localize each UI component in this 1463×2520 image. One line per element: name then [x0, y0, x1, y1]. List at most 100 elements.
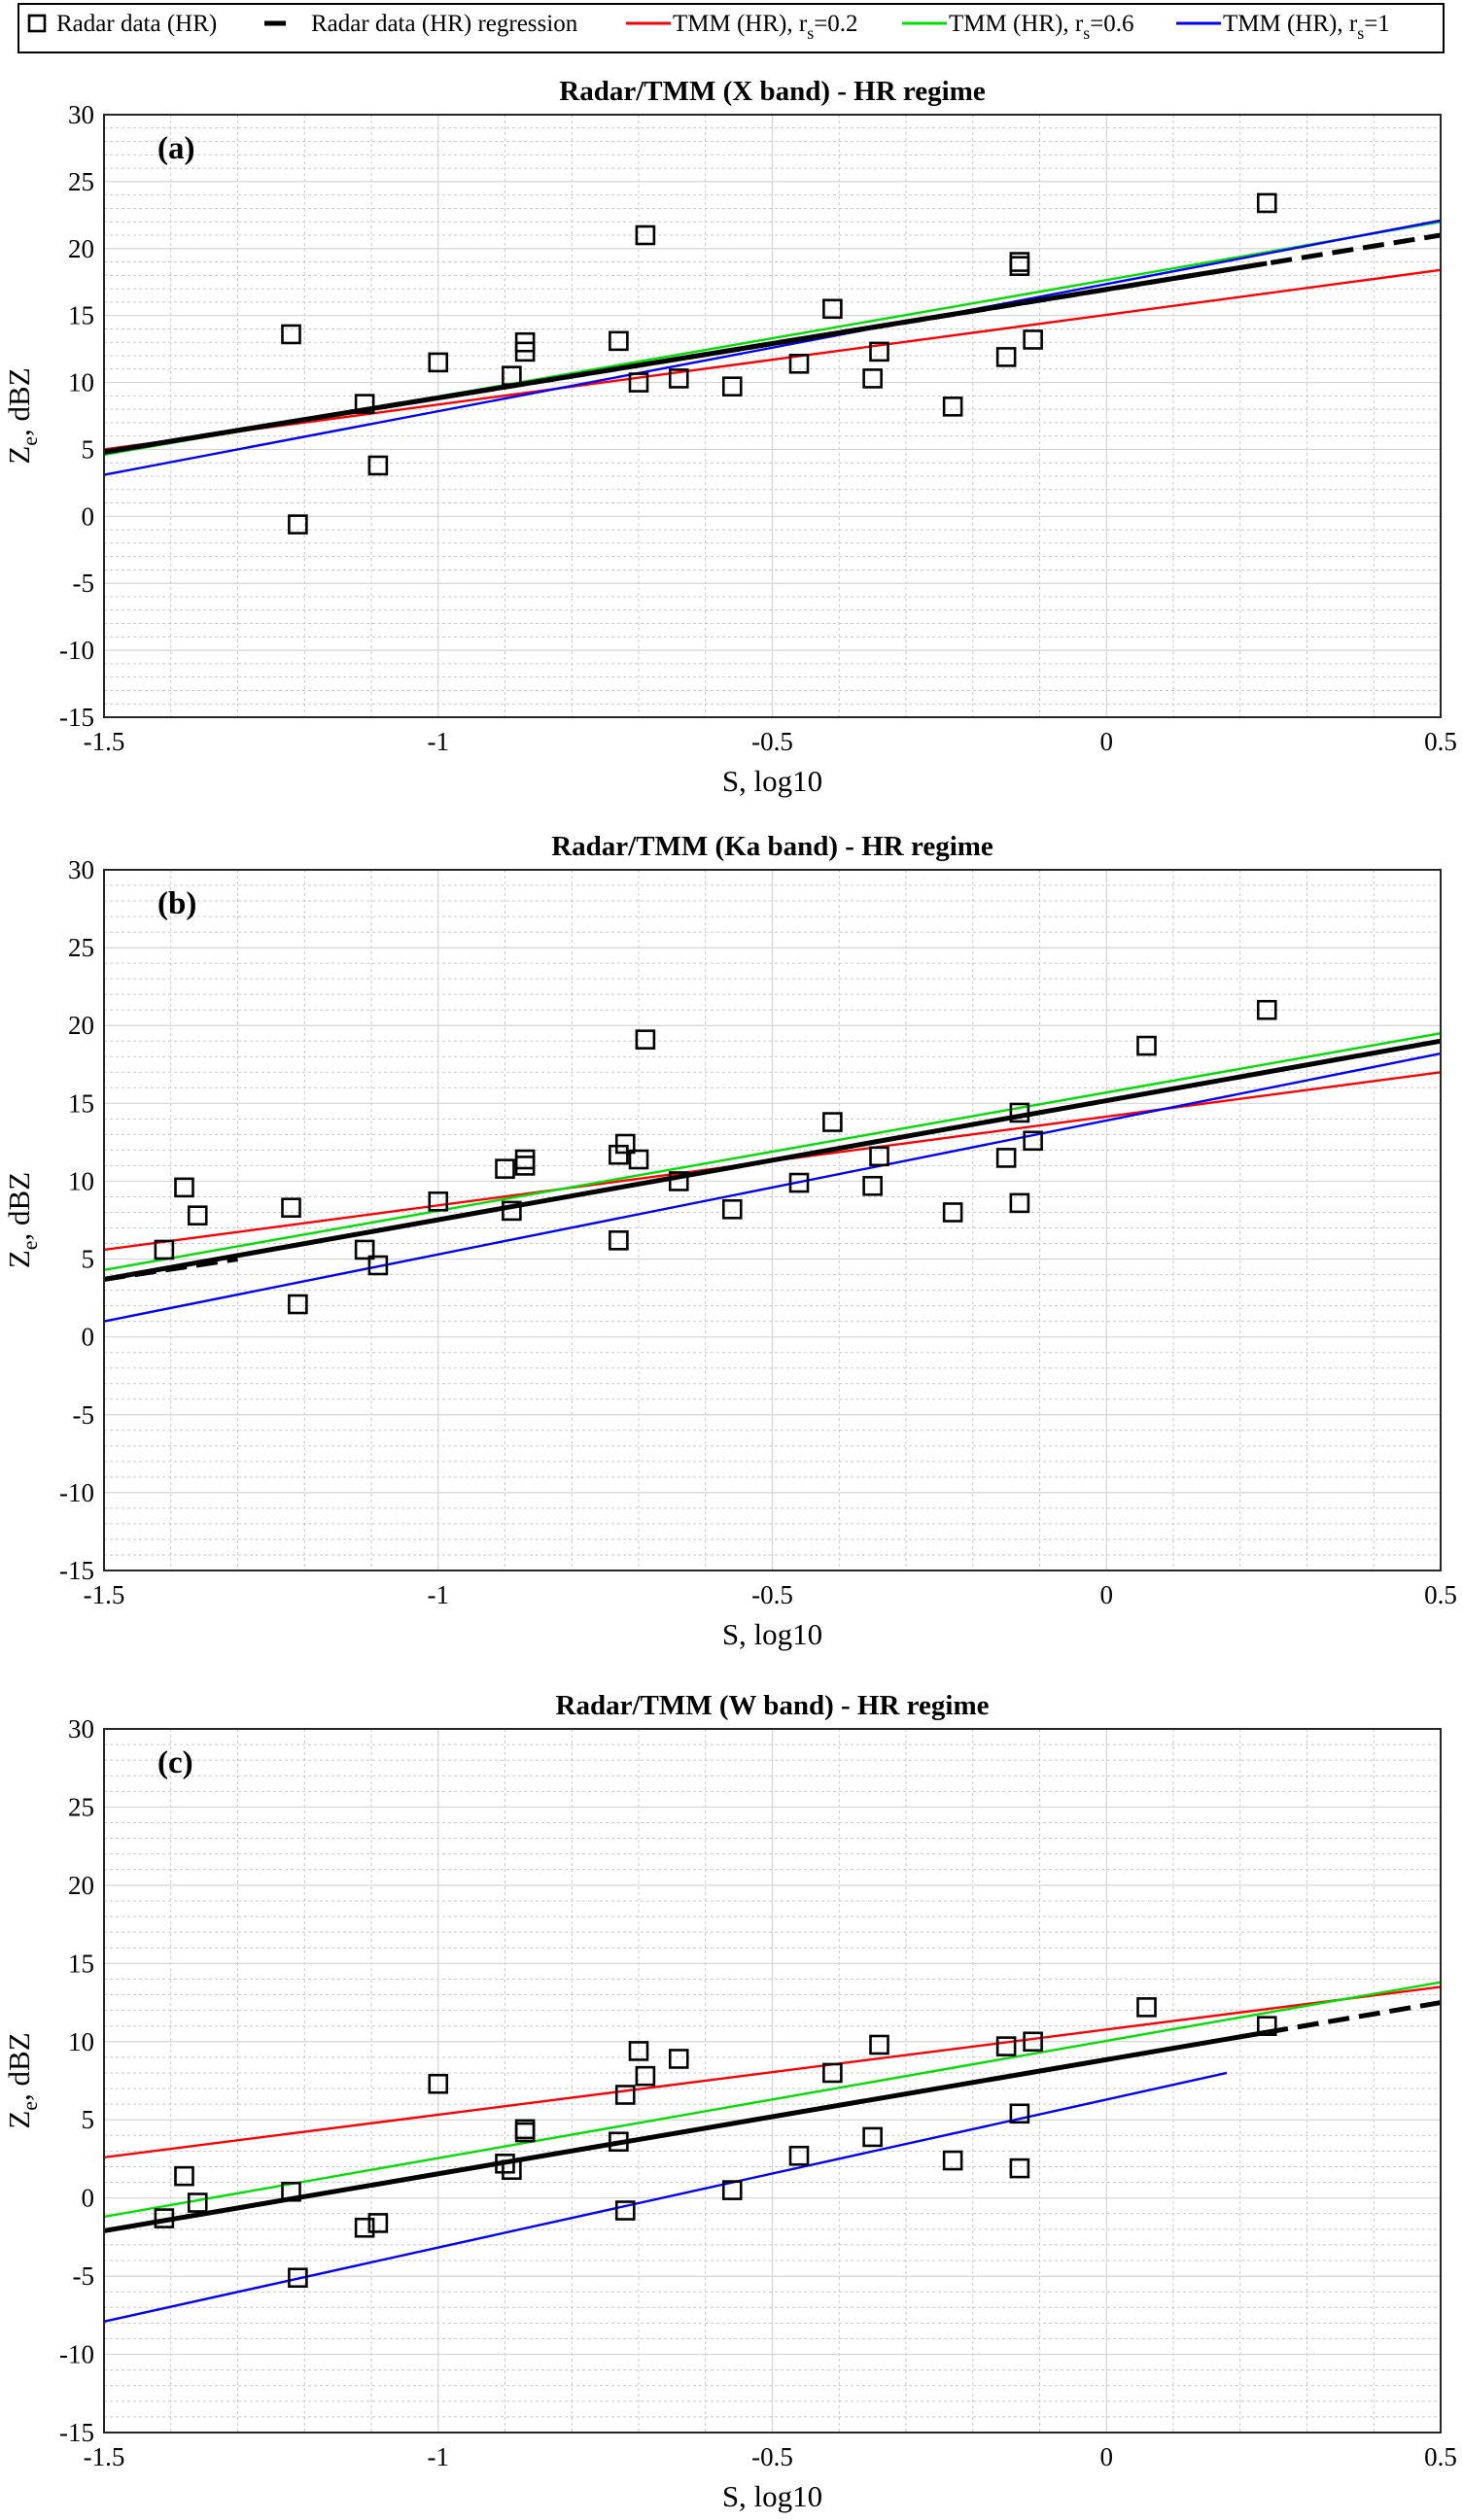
- data-point: [635, 2065, 656, 2087]
- panel-letter: (a): [157, 131, 194, 166]
- data-point: [788, 353, 810, 374]
- data-point: [628, 372, 649, 393]
- data-point: [822, 298, 843, 320]
- radar-data-points: [281, 192, 1277, 535]
- data-point: [995, 347, 1017, 367]
- data-point: [288, 514, 308, 535]
- data-point: [154, 2208, 175, 2228]
- axes-frame: [103, 869, 1442, 1571]
- x-tick-label: 0.5: [1424, 727, 1457, 756]
- data-point: [187, 2192, 208, 2213]
- regression-solid-line: [104, 260, 1268, 455]
- panel-letter: (b): [157, 886, 196, 921]
- y-axis-label: Ze, dBZ: [2, 1172, 42, 1268]
- data-point: [942, 397, 963, 417]
- data-point: [609, 330, 629, 352]
- data-point: [174, 2165, 194, 2187]
- x-tick-label: -1: [428, 1580, 450, 1609]
- data-point: [1009, 1192, 1030, 1214]
- data-point: [1256, 192, 1277, 214]
- x-tick-label: -0.5: [751, 1580, 793, 1609]
- y-tick-label: -15: [59, 703, 94, 732]
- data-point: [514, 1149, 536, 1170]
- y-tick-label: 20: [68, 234, 94, 263]
- data-point: [822, 2062, 843, 2084]
- y-tick-label: -10: [59, 636, 94, 665]
- data-point: [367, 1255, 389, 1276]
- data-point: [288, 1294, 308, 1315]
- data-point: [869, 2034, 889, 2055]
- y-tick-label: 15: [68, 1088, 94, 1118]
- y-tick-label: 25: [68, 167, 94, 196]
- y-tick-label: 0: [82, 2184, 95, 2213]
- data-point: [288, 2267, 308, 2289]
- chart-panel-0: -1.5 -1 -0.5 0 0.5 -15 -10 -5 0 5 10 15 20 25 30 Radar/…: [2, 76, 1457, 798]
- data-point: [942, 2150, 963, 2171]
- data-point: [1009, 2103, 1030, 2124]
- series-lines: [104, 1981, 1441, 2323]
- x-tick-label: -1.5: [84, 1580, 125, 1609]
- y-tick-label: 0: [82, 1323, 95, 1352]
- x-tick-label: 0: [1100, 1580, 1114, 1609]
- data-point: [869, 341, 889, 362]
- tmm-line-rs-1: [104, 219, 1441, 476]
- chart-title: Radar/TMM (W band) - HR regime: [556, 1690, 990, 1721]
- series-lines: [104, 1032, 1441, 1323]
- y-tick-label: -5: [73, 569, 95, 598]
- x-axis-label: S, log10: [722, 2479, 822, 2513]
- data-point: [514, 2119, 536, 2140]
- y-tick-label: -10: [59, 2340, 94, 2369]
- data-point: [721, 2180, 743, 2200]
- y-tick-label: 25: [68, 933, 94, 962]
- y-tick-label: 10: [68, 2027, 94, 2056]
- chart-panels: -1.5 -1 -0.5 0 0.5-15-10-5051015202530Radar/…: [2, 76, 1457, 2513]
- x-tick-label: -1: [428, 727, 450, 756]
- data-point: [609, 1144, 629, 1165]
- chart-panel-2: -1.5 -1 -0.5 0 0.5 -15 -10 -5 0 5 10 15 20 25 30 Radar/…: [2, 1690, 1457, 2513]
- legend-entry-label: TMM (HR), rs=1: [1223, 11, 1390, 43]
- x-tick-label: -1.5: [84, 2442, 125, 2471]
- y-tick-label: 15: [68, 301, 94, 330]
- x-tick-label: 0: [1100, 727, 1114, 756]
- data-point: [628, 2041, 649, 2061]
- legend-box: [17, 3, 1445, 53]
- data-point: [1256, 2016, 1277, 2036]
- y-tick-label: 15: [68, 1949, 94, 1978]
- data-point: [862, 2126, 883, 2148]
- data-point: [1023, 1130, 1043, 1152]
- data-point: [1009, 1102, 1030, 1123]
- data-point: [428, 352, 449, 373]
- data-point: [609, 2131, 629, 2153]
- data-point: [1256, 999, 1277, 1020]
- chart-title: Radar/TMM (X band) - HR regime: [559, 76, 986, 107]
- data-point: [614, 2200, 636, 2221]
- data-point: [635, 224, 656, 246]
- regression-solid-line: [104, 1038, 1441, 1282]
- x-tick-label: 0.5: [1424, 2442, 1457, 2471]
- data-point: [367, 455, 389, 476]
- data-point: [788, 1172, 810, 1193]
- y-axis-label: Ze, dBZ: [2, 367, 42, 464]
- tmm-line-rs-1: [104, 1052, 1441, 1323]
- data-point: [495, 2153, 515, 2174]
- x-tick-label: -1.5: [84, 727, 125, 756]
- data-point: [1023, 2031, 1043, 2053]
- data-point: [281, 2181, 301, 2202]
- y-tick-label: 20: [68, 1871, 94, 1900]
- y-tick-label: 25: [68, 1792, 94, 1821]
- data-point: [502, 2159, 522, 2181]
- legend: Radar data (HR) Radar data (HR) regressio…: [17, 3, 1445, 53]
- y-tick-label: 5: [82, 2105, 95, 2134]
- tmm-line-rs-1: [104, 2071, 1228, 2323]
- data-point: [281, 1197, 301, 1218]
- y-tick-label: -5: [73, 1400, 95, 1430]
- y-tick-label: 20: [68, 1011, 94, 1040]
- x-tick-label: -1: [428, 2442, 450, 2471]
- data-point: [1136, 1997, 1157, 2018]
- y-tick-label: 10: [68, 368, 94, 397]
- data-point: [367, 2213, 389, 2233]
- chart-title: Radar/TMM (Ka band) - HR regime: [551, 831, 993, 862]
- axes-frame: [103, 1728, 1442, 2434]
- y-tick-label: -15: [59, 1556, 94, 1585]
